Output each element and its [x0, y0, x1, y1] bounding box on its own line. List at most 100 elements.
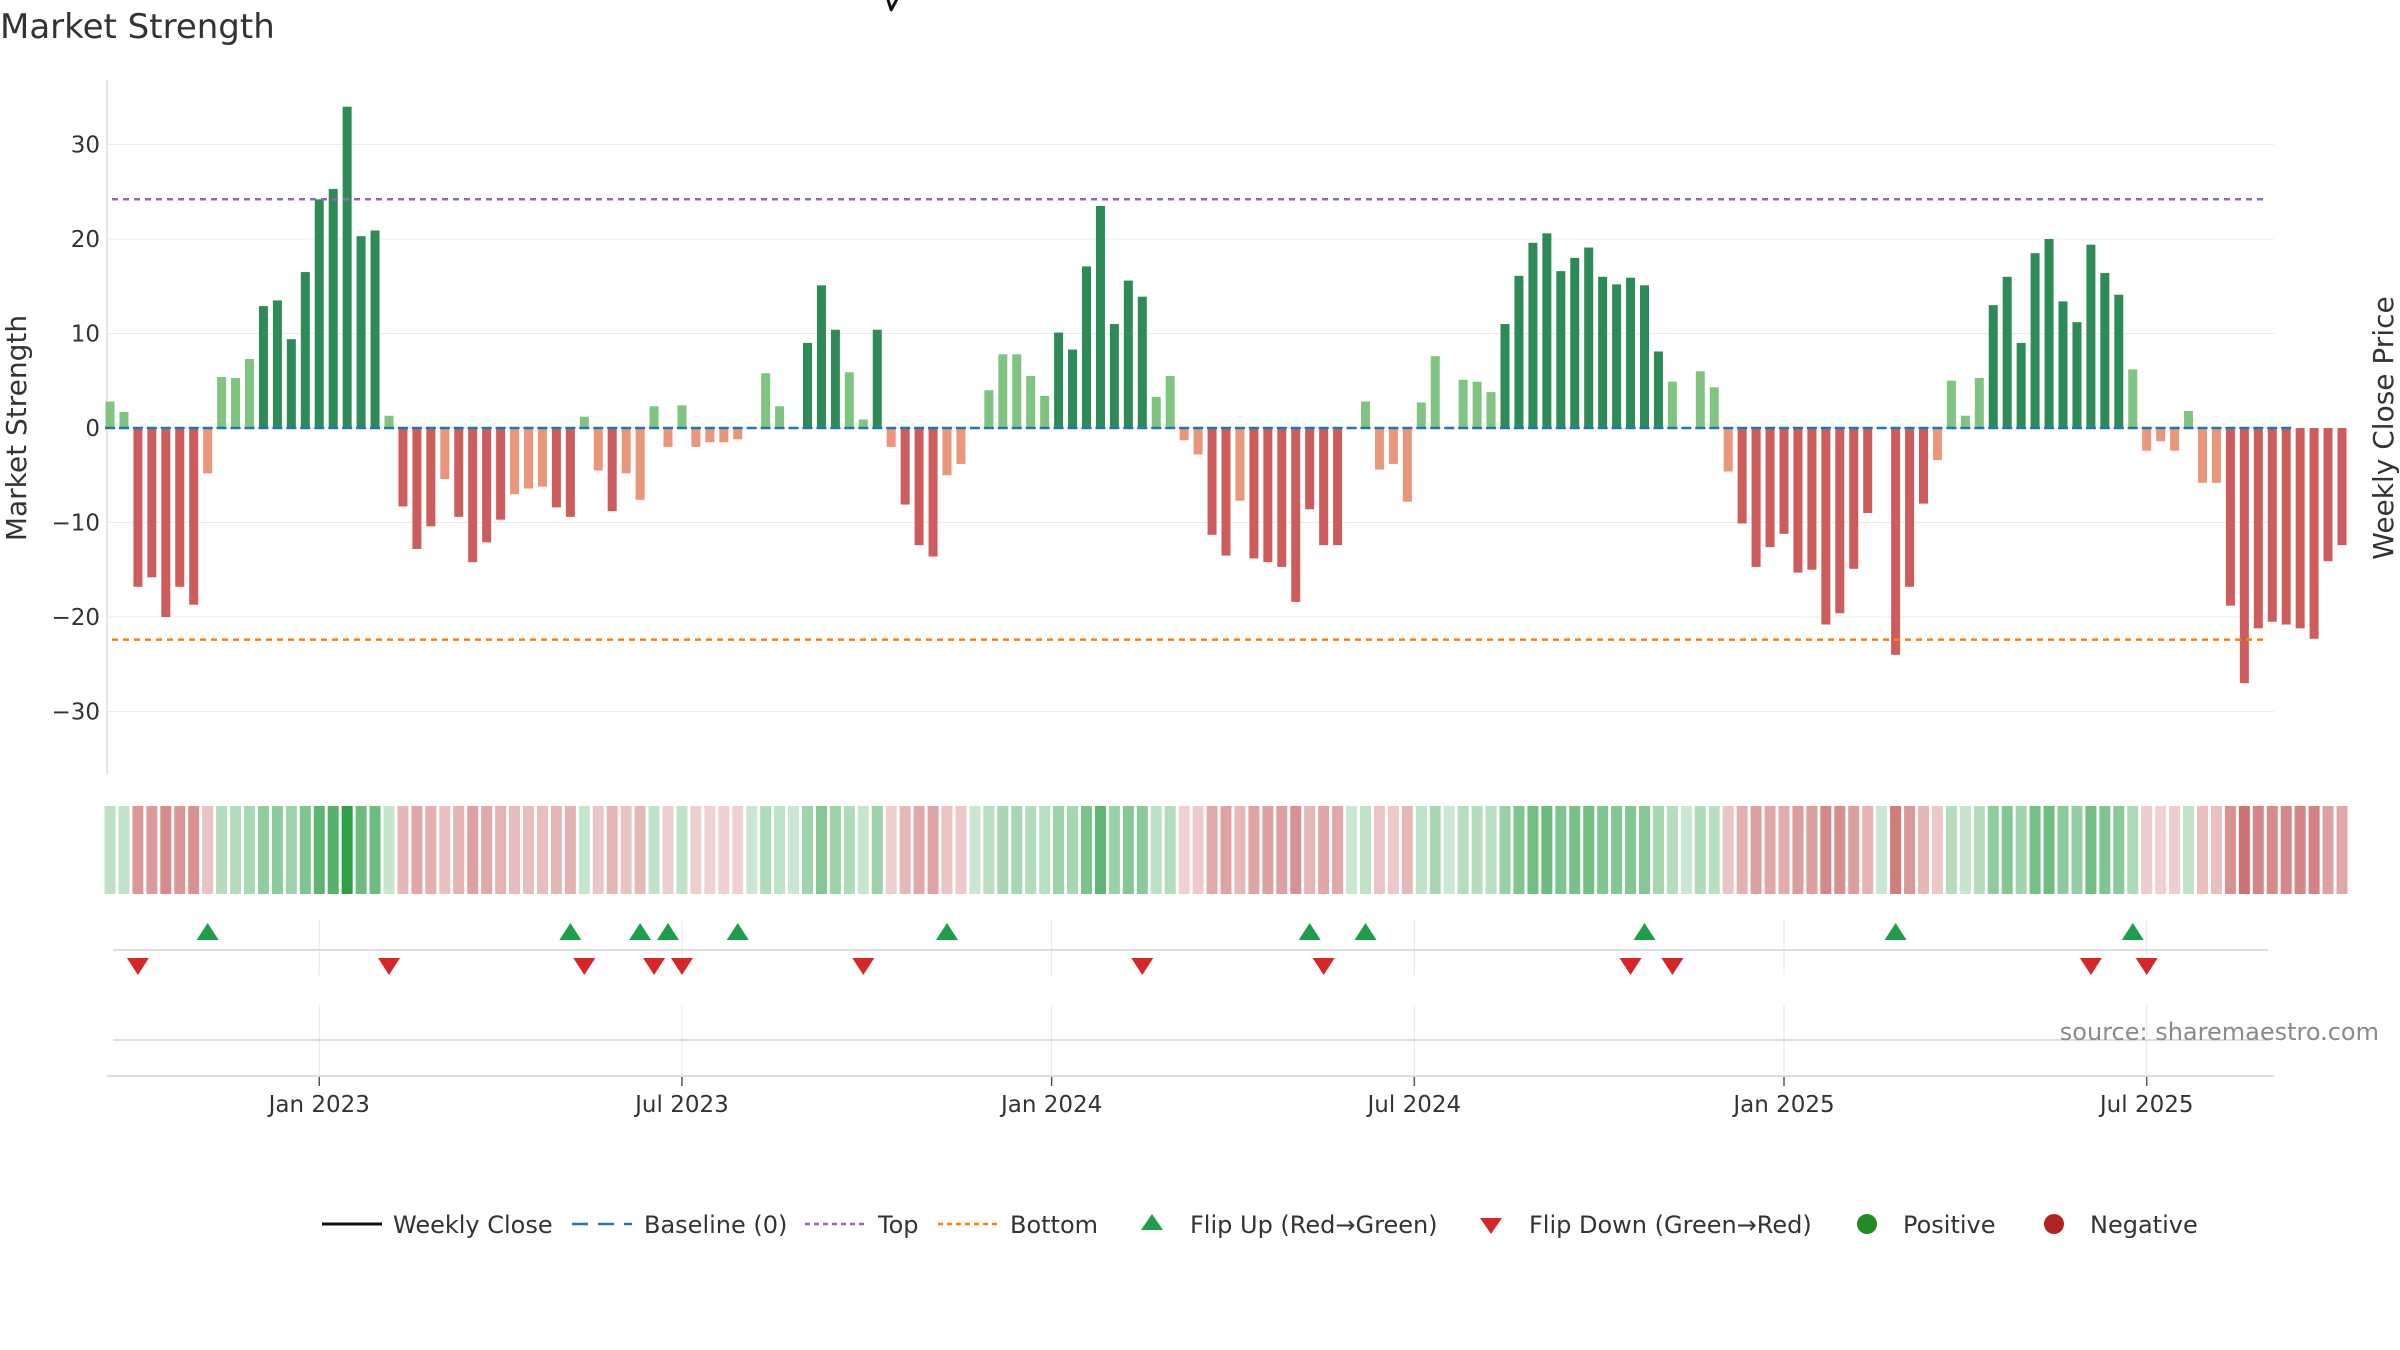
heat-cell	[1848, 806, 1860, 894]
strength-bar	[245, 359, 254, 428]
strength-bar	[2184, 410, 2194, 428]
left-tick-label: 10	[71, 322, 100, 348]
strength-bar	[998, 354, 1008, 428]
heat-cell	[1318, 806, 1330, 894]
heat-cell	[2043, 806, 2055, 894]
heat-cell	[2183, 806, 2195, 894]
left-tick-label: 20	[71, 227, 100, 253]
strength-bar	[761, 373, 771, 428]
strength-bar	[607, 428, 617, 512]
heat-cell	[285, 806, 297, 894]
strength-bars	[105, 106, 2347, 684]
strength-bar	[286, 339, 296, 428]
strength-bar	[1542, 233, 1552, 428]
strength-bar	[175, 428, 185, 587]
gridlines	[107, 144, 2274, 1086]
strength-bar	[1416, 402, 1426, 428]
left-tick-label: −10	[51, 511, 100, 537]
strength-bar	[1123, 280, 1133, 428]
chart-title: Market Strength	[0, 7, 275, 47]
heat-cell	[160, 806, 172, 894]
flip-down-marker	[1312, 958, 1335, 975]
heat-strip	[104, 806, 2348, 894]
strength-bar	[886, 428, 896, 447]
strength-bar	[2086, 244, 2096, 428]
heat-cell	[1890, 806, 1902, 894]
heat-cell	[1360, 806, 1371, 894]
strength-bar	[1807, 428, 1817, 570]
strength-bar	[1946, 380, 1956, 428]
heat-cell	[760, 806, 772, 894]
strength-bar	[2309, 428, 2319, 639]
strength-bar	[733, 428, 743, 440]
heat-cell	[2015, 806, 2027, 894]
strength-bar	[370, 230, 380, 428]
strength-bar	[496, 428, 506, 520]
strength-bar	[356, 236, 366, 428]
strength-bar	[133, 428, 143, 587]
strength-bar	[2198, 428, 2207, 483]
flip-up-marker	[559, 923, 582, 940]
strength-bar	[914, 428, 924, 546]
heat-cell	[1346, 806, 1358, 894]
heat-cell	[439, 806, 451, 894]
heat-cell	[2224, 806, 2236, 894]
heat-cell	[467, 806, 479, 894]
heat-cell	[495, 806, 507, 894]
strength-bar	[2142, 428, 2152, 451]
heat-cell	[1192, 806, 1204, 894]
heat-cell	[676, 806, 688, 894]
strength-bar	[900, 428, 910, 505]
strength-bar	[412, 428, 422, 549]
strength-bar	[1960, 415, 1970, 428]
legend-label-negative: Negative	[2090, 1211, 2198, 1239]
flip-up-marker	[629, 923, 652, 940]
strength-bar	[1514, 275, 1524, 428]
strength-bar	[2295, 428, 2305, 629]
strength-bar	[691, 428, 701, 447]
heat-cell	[1276, 806, 1288, 894]
heat-cell	[718, 806, 730, 894]
heat-cell	[1680, 806, 1692, 894]
strength-bar	[328, 188, 338, 428]
heat-cell	[843, 806, 855, 894]
strength-bar	[2281, 428, 2291, 625]
heat-cell	[132, 806, 144, 894]
flip-up-marker	[196, 923, 219, 940]
strength-bar	[468, 428, 478, 563]
strength-bar	[2128, 369, 2138, 428]
flip-up-marker	[1354, 923, 1377, 940]
strength-bar	[844, 372, 854, 428]
heat-cell	[1736, 806, 1748, 894]
strength-bar	[1179, 428, 1189, 441]
strength-bar	[1988, 305, 1998, 428]
strength-bar	[1430, 356, 1440, 428]
legend: Weekly Close Baseline (0) Top Bottom Flip Up…	[322, 1211, 2198, 1239]
heat-cell	[1150, 806, 1162, 894]
heat-cell	[2029, 806, 2041, 894]
heat-cell	[244, 806, 255, 894]
legend-label-top: Top	[877, 1211, 919, 1239]
strength-bar	[2100, 273, 2110, 428]
heat-cell	[1987, 806, 1999, 894]
strength-bar	[803, 342, 812, 428]
strength-bar	[1319, 428, 1329, 546]
heat-cell	[2322, 806, 2334, 894]
heat-cell	[1248, 806, 1260, 894]
strength-bar	[2156, 428, 2166, 442]
heat-cell	[1081, 806, 1092, 894]
strength-bar	[1361, 401, 1370, 428]
weekly-close-line	[886, 0, 899, 12]
heat-cell	[2113, 806, 2125, 894]
heat-cell	[2197, 806, 2208, 894]
strength-bar	[1570, 257, 1580, 428]
strength-bar	[482, 428, 492, 543]
strength-bar	[1500, 324, 1510, 428]
legend-label-close: Weekly Close	[393, 1211, 553, 1239]
heat-cell	[397, 806, 409, 894]
heat-cell	[1234, 806, 1246, 894]
heat-cell	[453, 806, 465, 894]
heat-cell	[788, 806, 800, 894]
strength-bar	[1598, 276, 1608, 428]
strength-bar	[1095, 205, 1105, 428]
